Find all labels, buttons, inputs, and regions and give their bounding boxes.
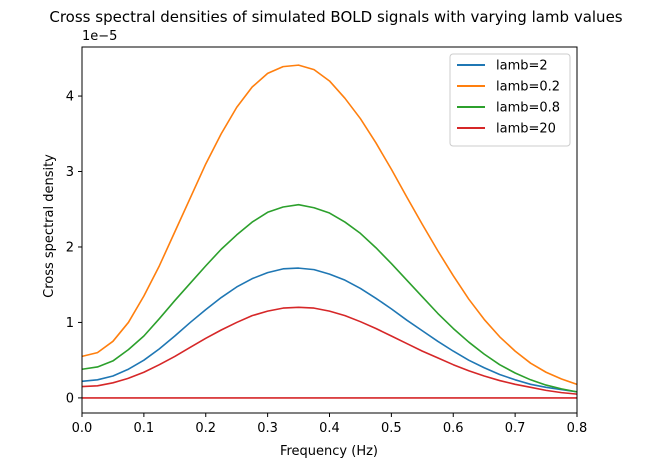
legend-label-lamb-20: lamb=20 — [496, 122, 556, 137]
y-offset-label: 1e−5 — [82, 29, 117, 44]
y-tick-label: 3 — [66, 165, 74, 180]
chart-title: Cross spectral densities of simulated BO… — [49, 8, 622, 26]
plot-area — [81, 64, 578, 399]
x-tick-label: 0.0 — [72, 421, 93, 436]
legend-box — [449, 53, 571, 147]
y-tick-label: 4 — [66, 90, 74, 105]
x-tick-label: 0.6 — [443, 421, 464, 436]
x-tick-label: 0.4 — [319, 421, 340, 436]
y-axis: 0 1 2 3 4 — [66, 90, 82, 406]
legend-label-lamb-2: lamb=2 — [496, 59, 548, 74]
x-axis: 0.0 0.1 0.2 0.3 0.4 0.5 0.6 0.7 0.8 — [72, 413, 588, 436]
legend: lamb=2 lamb=0.2 lamb=0.8 lamb=20 — [449, 53, 571, 147]
legend-label-lamb-0-8: lamb=0.8 — [496, 101, 560, 116]
x-tick-label: 0.7 — [505, 421, 526, 436]
series-line-lamb-20 — [81, 306, 578, 395]
legend-label-lamb-0-2: lamb=0.2 — [496, 80, 560, 95]
y-axis-label: Cross spectral density — [42, 154, 57, 298]
y-tick-label: 2 — [66, 240, 74, 255]
x-tick-label: 0.5 — [381, 421, 402, 436]
series-line-lamb-0-2 — [81, 64, 578, 386]
x-tick-label: 0.2 — [195, 421, 216, 436]
x-tick-label: 0.8 — [567, 421, 588, 436]
x-axis-label: Frequency (Hz) — [280, 444, 378, 459]
x-tick-label: 0.3 — [257, 421, 278, 436]
y-tick-label: 0 — [66, 391, 74, 406]
series-line-lamb-0-8 — [81, 203, 578, 393]
y-tick-label: 1 — [66, 316, 74, 331]
series-line-lamb-2 — [81, 267, 578, 393]
x-tick-label: 0.1 — [134, 421, 155, 436]
